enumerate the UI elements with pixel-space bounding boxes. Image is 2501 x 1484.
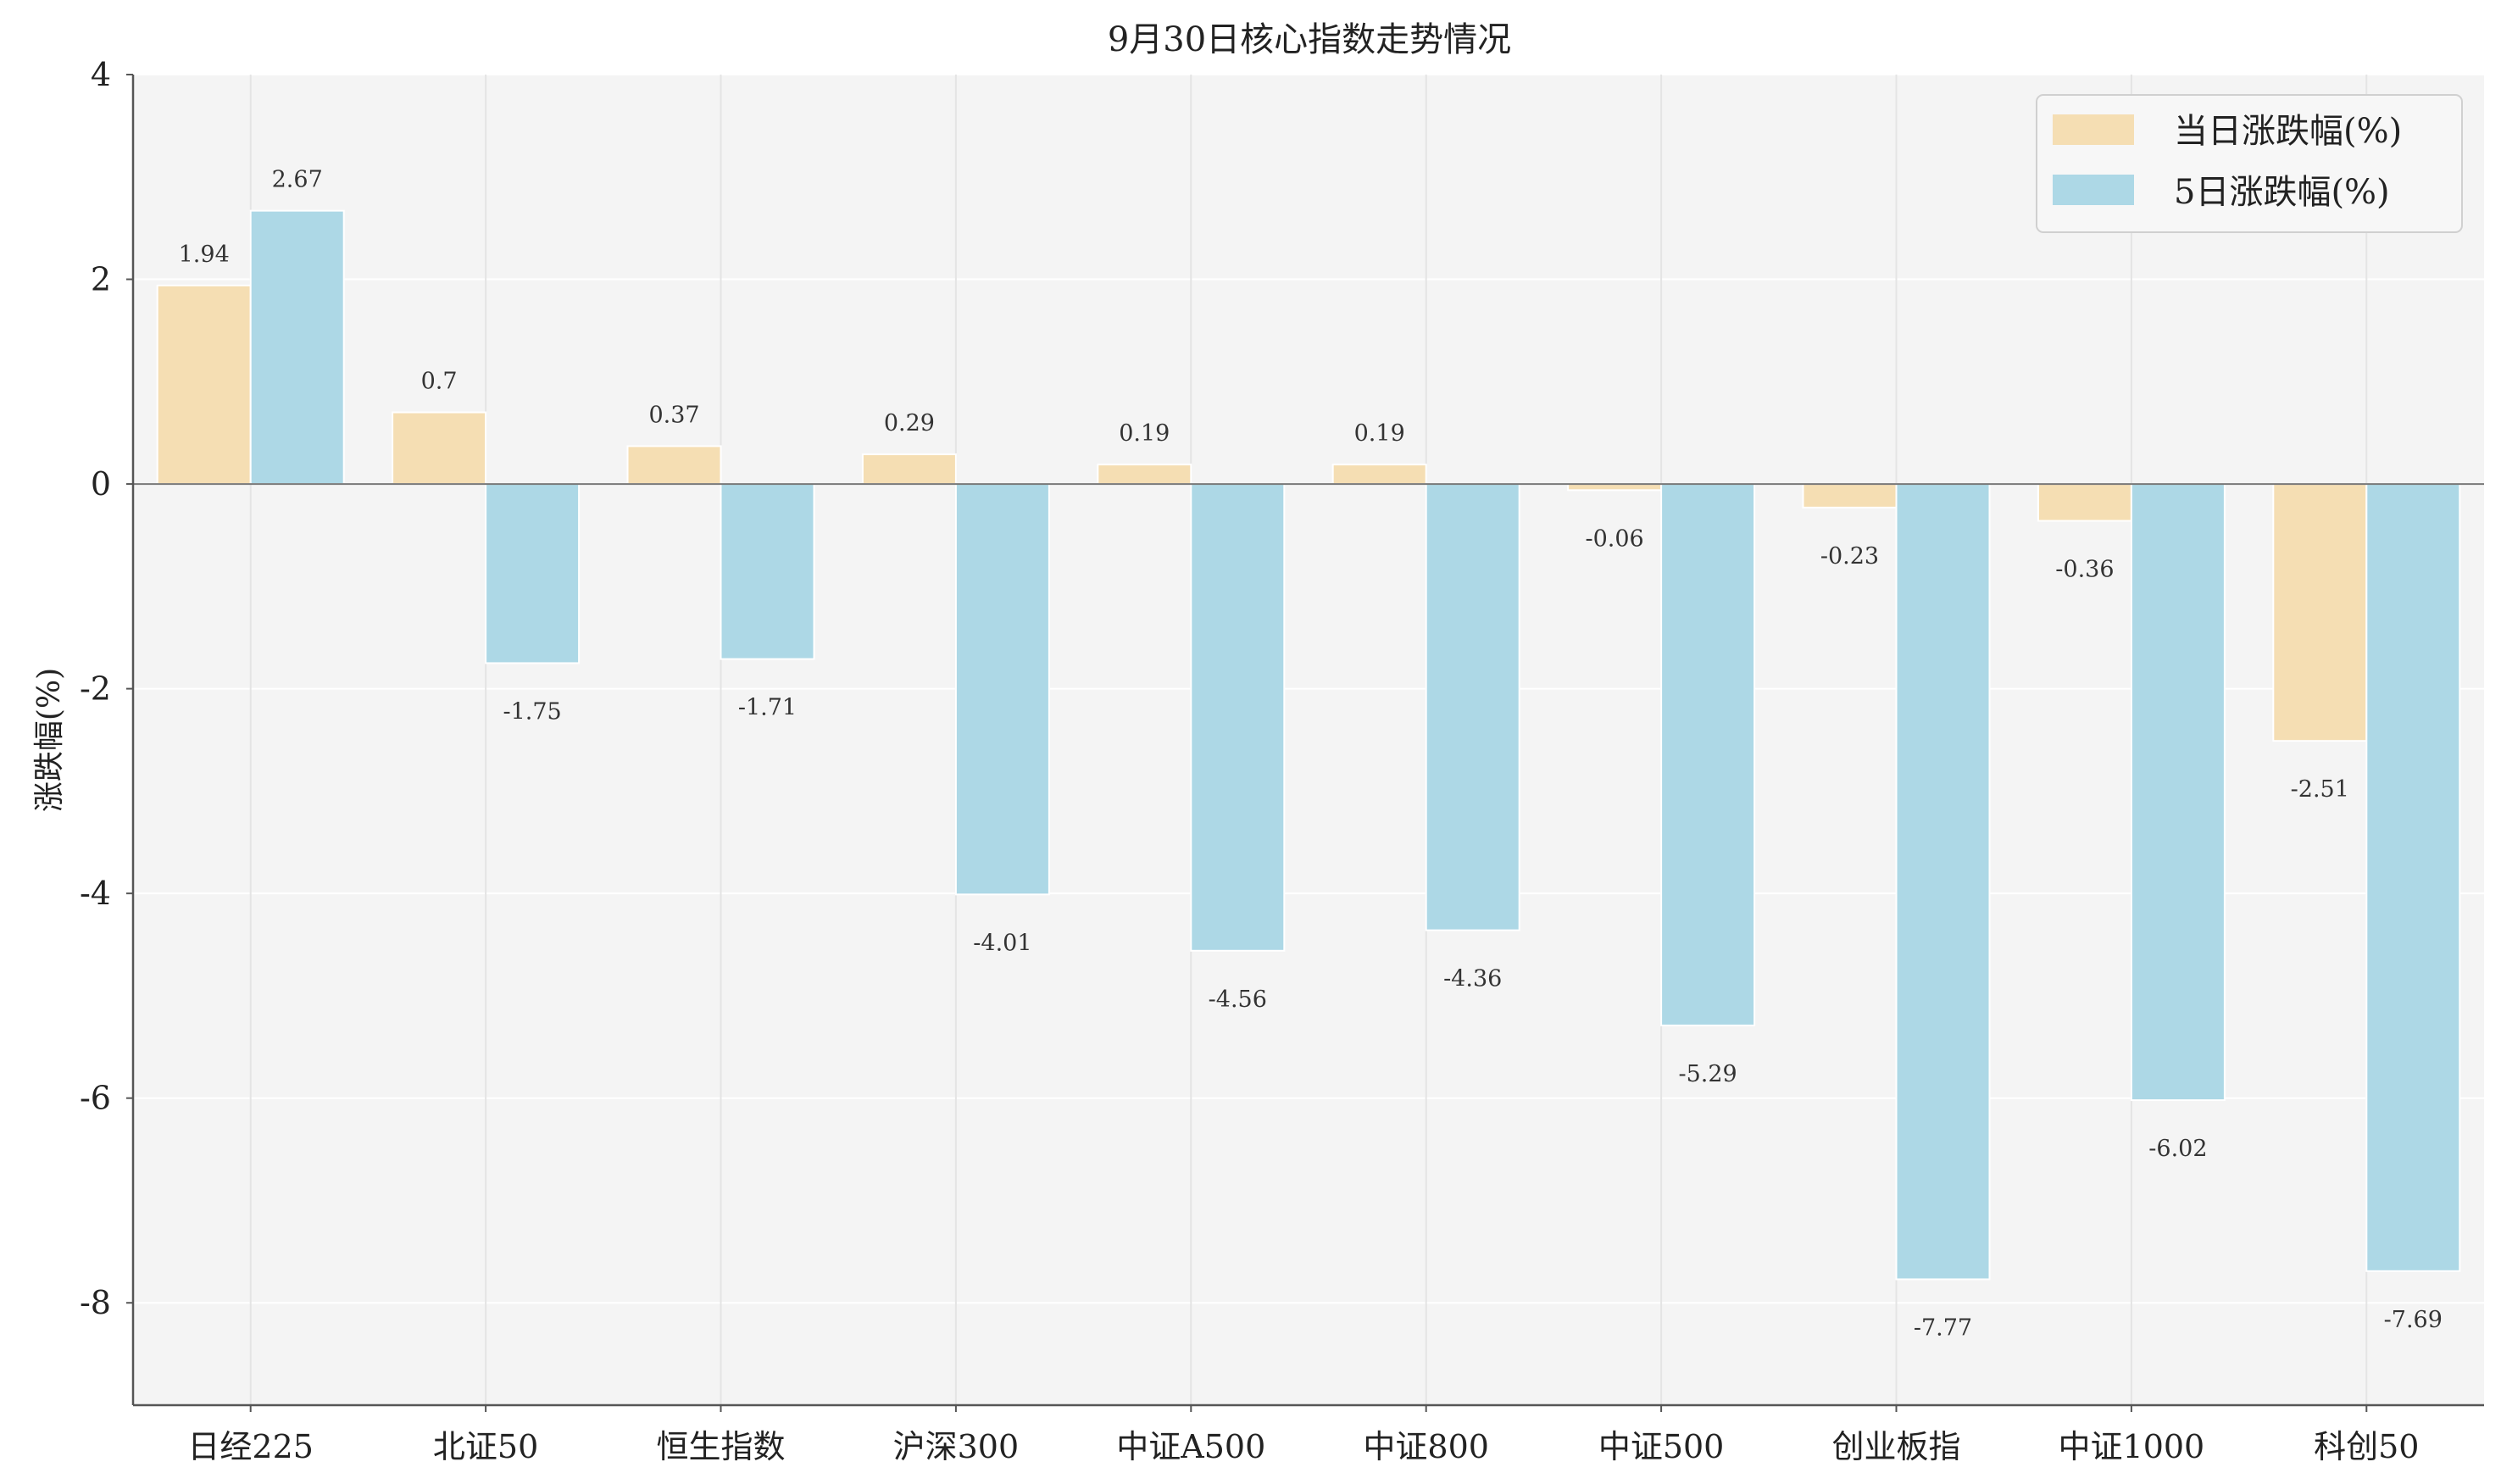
x-axis-ticks: 日经225 北证50 恒生指数 沪深300 中证A500 中证800 中证500 创业板指 中证… [187, 1405, 2419, 1465]
data-labels: 1.94 0.7 0.37 0.29 0.19 0.19 -0.06 -0.23 -0.36 -2… [179, 167, 2443, 1342]
bar [1331, 464, 1427, 486]
legend-swatch-5day [2053, 175, 2134, 205]
plot-background [133, 75, 2484, 1405]
y-axis-ticks: 4 2 0 -2 -4 -6 -8 [80, 56, 133, 1321]
legend-box [2036, 94, 2463, 233]
data-label: -4.36 [1443, 966, 1502, 992]
data-label: -7.77 [1914, 1314, 1972, 1341]
data-label: -1.71 [738, 695, 797, 721]
bar [2130, 483, 2226, 1102]
y-axis-label: 涨跌幅(%) [32, 668, 67, 812]
bar [1660, 483, 1756, 1026]
x-tick-label: 创业板指 [1831, 1428, 1960, 1465]
x-tick-label: 科创50 [2314, 1428, 2419, 1465]
y-tick-label: -4 [80, 875, 111, 912]
bars [156, 209, 2461, 1281]
bar [2037, 483, 2132, 522]
data-label: 0.29 [884, 410, 935, 436]
legend-label-daily: 当日涨跌幅(%) [2174, 112, 2402, 151]
bar [485, 483, 581, 664]
bar [1895, 483, 1991, 1281]
y-tick-label: -6 [80, 1080, 111, 1117]
x-tick-label: 中证1000 [2059, 1428, 2205, 1465]
bar [861, 453, 957, 486]
data-label: 1.94 [179, 242, 230, 268]
x-tick-label: 中证500 [1598, 1428, 1725, 1465]
bar [1190, 483, 1286, 952]
data-label: 0.19 [1354, 420, 1405, 447]
data-label: -0.23 [1820, 543, 1879, 570]
data-label: -4.56 [1209, 987, 1267, 1013]
x-tick-label: 北证50 [433, 1428, 538, 1465]
bar [2365, 483, 2461, 1272]
data-label: -4.01 [973, 930, 1031, 956]
y-tick-label: 4 [91, 56, 111, 93]
x-tick-label: 中证A500 [1116, 1428, 1265, 1465]
data-label: -6.02 [2148, 1136, 2207, 1162]
y-tick-label: -8 [80, 1284, 111, 1321]
data-label: -0.36 [2055, 557, 2114, 583]
data-label: -7.69 [2384, 1307, 2443, 1333]
x-tick-label: 沪深300 [893, 1428, 1020, 1465]
data-label: -0.06 [1585, 525, 1643, 552]
y-tick-label: 2 [91, 261, 111, 298]
x-tick-label: 恒生指数 [656, 1428, 785, 1465]
bar [249, 209, 345, 486]
legend-swatch-daily [2053, 114, 2134, 145]
data-label: 0.7 [421, 369, 458, 395]
data-label: 2.67 [272, 167, 323, 193]
data-label: -1.75 [503, 698, 561, 725]
bar [1425, 483, 1520, 931]
chart-title: 9月30日核心指数走势情况 [1108, 20, 1511, 59]
bar [156, 284, 252, 486]
data-label: -2.51 [2291, 776, 2349, 803]
bar [2272, 483, 2368, 742]
y-tick-label: 0 [91, 465, 111, 503]
data-label: 0.37 [648, 402, 699, 428]
bar [954, 483, 1050, 896]
bar [720, 483, 815, 660]
legend: 当日涨跌幅(%) 5日涨跌幅(%) [2036, 94, 2463, 233]
y-tick-label: -2 [80, 670, 111, 708]
bar [1097, 464, 1192, 486]
x-tick-label: 中证800 [1363, 1428, 1489, 1465]
bar [392, 411, 487, 486]
data-label: 0.19 [1119, 420, 1170, 447]
legend-label-5day: 5日涨跌幅(%) [2174, 173, 2390, 212]
x-tick-label: 日经225 [187, 1428, 314, 1465]
bar [1567, 483, 1663, 492]
bar [1802, 483, 1898, 509]
data-label: -5.29 [1678, 1061, 1737, 1087]
bar [626, 445, 722, 486]
